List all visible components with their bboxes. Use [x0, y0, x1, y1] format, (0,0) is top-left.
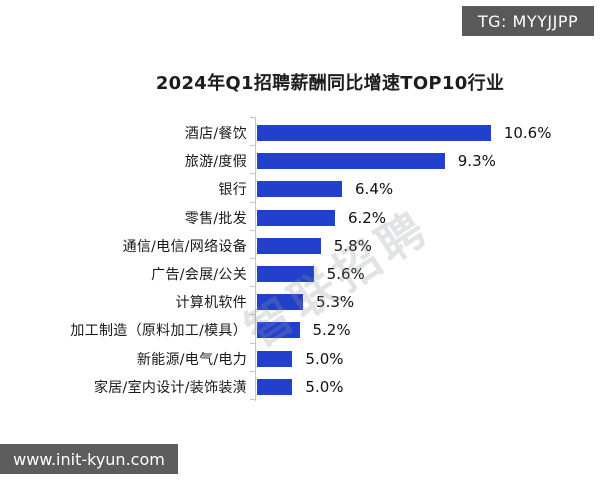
category-label: 银行 — [218, 182, 247, 199]
category-label: 计算机软件 — [175, 295, 247, 312]
axis-tick — [250, 117, 255, 118]
axis-tick — [250, 145, 255, 147]
value-label: 5.2% — [312, 321, 351, 340]
category-label: 家居/室内设计/装饰装潢 — [93, 379, 247, 396]
bar — [257, 350, 293, 367]
tg-badge: TG: MYYJJPP — [462, 6, 594, 36]
bar-row: 酒店/餐饮 10.6% — [0, 119, 600, 147]
axis-tick — [250, 370, 255, 372]
bar-area: 6.2% — [257, 209, 386, 227]
category-label: 零售/批发 — [184, 210, 247, 227]
axis-tick — [250, 342, 255, 344]
axis-tick — [250, 314, 255, 316]
bar — [257, 237, 321, 254]
bar-area: 9.3% — [257, 152, 496, 170]
bar-area: 5.3% — [257, 293, 354, 311]
axis-tick — [250, 229, 255, 231]
value-label: 6.2% — [347, 208, 387, 227]
bar-row: 银行 6.4% — [0, 175, 600, 203]
bar — [257, 209, 335, 226]
bar — [257, 153, 445, 170]
bar-area: 5.0% — [257, 350, 344, 368]
bar — [257, 294, 304, 311]
value-label: 9.3% — [457, 152, 496, 171]
axis-tick — [250, 399, 255, 400]
bar — [257, 322, 300, 339]
value-label: 10.6% — [503, 124, 552, 143]
bar-area: 10.6% — [257, 124, 551, 142]
bar-rows: 酒店/餐饮 10.6% 旅游/度假 9.3% 银行 6.4% 零售/批发 6.2% 通信/电信/… — [0, 119, 600, 401]
category-label: 加工制造（原料加工/模具） — [70, 323, 247, 340]
bar-row: 零售/批发 6.2% — [0, 204, 600, 232]
y-axis-line — [255, 117, 256, 401]
value-label: 5.3% — [316, 293, 355, 312]
bar-row: 加工制造（原料加工/模具） 5.2% — [0, 316, 600, 344]
bar-area: 5.6% — [257, 265, 365, 283]
bar-area: 6.4% — [257, 180, 393, 198]
value-label: 5.6% — [326, 265, 365, 284]
bar-row: 家居/室内设计/装饰装潢 5.0% — [0, 373, 600, 401]
bar-chart: 酒店/餐饮 10.6% 旅游/度假 9.3% 银行 6.4% 零售/批发 6.2% 通信/电信/… — [0, 117, 600, 401]
category-label: 新能源/电气/电力 — [136, 351, 247, 368]
bar-row: 广告/会展/公关 5.6% — [0, 260, 600, 288]
value-label: 6.4% — [355, 180, 394, 199]
bar — [257, 266, 314, 283]
site-badge: www.init-kyun.com — [0, 444, 178, 474]
axis-tick — [250, 258, 255, 259]
value-label: 5.0% — [305, 377, 344, 396]
axis-tick — [250, 201, 255, 203]
bar — [257, 125, 491, 142]
bar-area: 5.2% — [257, 321, 351, 339]
axis-tick — [250, 286, 255, 288]
bar-area: 5.0% — [257, 378, 344, 396]
bar — [257, 181, 343, 198]
value-label: 5.0% — [305, 349, 344, 368]
category-label: 广告/会展/公关 — [151, 267, 247, 284]
bar-row: 通信/电信/网络设备 5.8% — [0, 232, 600, 260]
value-label: 5.8% — [333, 236, 372, 255]
bar-row: 新能源/电气/电力 5.0% — [0, 345, 600, 373]
category-label: 通信/电信/网络设备 — [122, 238, 247, 255]
category-label: 旅游/度假 — [184, 154, 247, 171]
axis-tick — [250, 173, 255, 175]
bar-row: 旅游/度假 9.3% — [0, 147, 600, 175]
bar-row: 计算机软件 5.3% — [0, 288, 600, 316]
bar — [257, 378, 293, 395]
bar-area: 5.8% — [257, 237, 372, 255]
chart-title: 2024年Q1招聘薪酬同比增速TOP10行业 — [155, 73, 505, 94]
category-label: 酒店/餐饮 — [184, 126, 247, 143]
